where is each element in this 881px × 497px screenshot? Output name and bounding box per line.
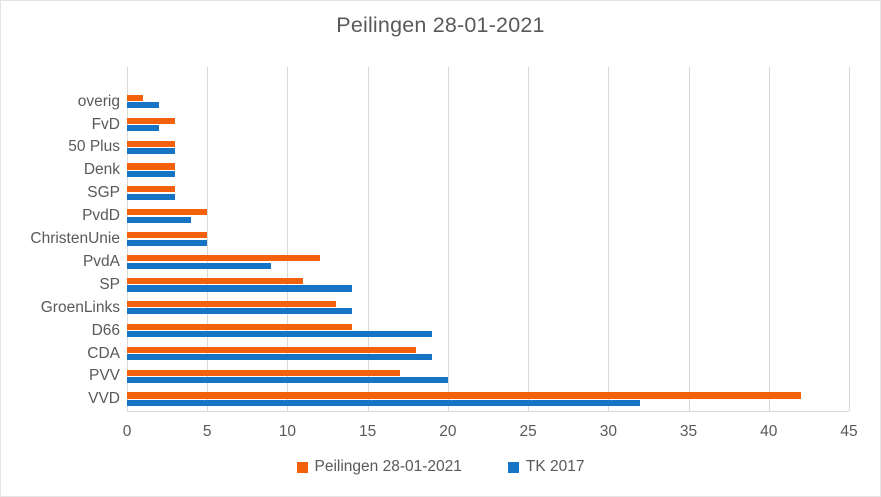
- bar-peilingen: [127, 346, 416, 353]
- bar-tk2017: [127, 239, 208, 246]
- category-label: D66: [91, 321, 120, 339]
- x-tick-label: 0: [122, 423, 132, 440]
- bar-tk2017: [127, 399, 641, 407]
- legend-swatch-peilingen: [296, 461, 308, 473]
- bar-tk2017: [127, 148, 176, 155]
- bar-tk2017: [127, 102, 160, 109]
- bar-peilingen: [127, 117, 176, 124]
- bar-peilingen: [127, 392, 801, 399]
- category-label: 50 Plus: [68, 138, 120, 156]
- legend-swatch-tk2017: [507, 461, 519, 473]
- category-label: Denk: [83, 161, 120, 179]
- gridline: [367, 67, 369, 411]
- bar-tk2017: [127, 216, 192, 223]
- x-tick-label: 5: [202, 423, 212, 440]
- category-label: CDA: [87, 344, 120, 362]
- x-tick-label: 20: [439, 423, 457, 440]
- bar-tk2017: [127, 170, 176, 178]
- bar-tk2017: [127, 354, 432, 361]
- bar-tk2017: [127, 377, 448, 384]
- bar-tk2017: [127, 193, 176, 200]
- category-label: GroenLinks: [40, 298, 120, 316]
- gridline: [447, 67, 449, 411]
- category-label: PvdA: [82, 252, 120, 270]
- x-tick-label: 25: [519, 423, 537, 440]
- gridline: [768, 67, 770, 411]
- category-label: overig: [77, 92, 120, 110]
- category-label: ChristenUnie: [30, 230, 120, 247]
- bar-peilingen: [127, 140, 176, 147]
- gridline: [608, 67, 610, 411]
- bar-peilingen: [127, 232, 208, 239]
- bar-peilingen: [127, 369, 400, 376]
- x-tick-label: 15: [359, 423, 377, 440]
- category-label: PvdD: [82, 207, 120, 225]
- gridline: [688, 67, 690, 411]
- category-label: SGP: [87, 184, 120, 202]
- x-tick-label: 10: [278, 423, 297, 440]
- category-label: PVV: [88, 367, 120, 385]
- bar-peilingen: [127, 163, 176, 170]
- gridline: [287, 67, 289, 411]
- bar-peilingen: [127, 323, 352, 330]
- gridline: [528, 67, 530, 411]
- legend-label-peilingen: Peilingen 28-01-2021: [314, 458, 462, 475]
- gridline: [207, 67, 209, 411]
- bar-peilingen: [127, 94, 144, 101]
- legend: Peilingen 28-01-2021 TK 2017: [0, 458, 881, 476]
- bar-peilingen: [127, 277, 304, 285]
- bar-peilingen: [127, 300, 336, 307]
- bar-tk2017: [127, 125, 160, 132]
- gridline: [127, 67, 128, 411]
- category-label: FvD: [91, 115, 120, 133]
- chart-title: Peilingen 28-01-2021: [336, 13, 545, 37]
- x-tick-label: 45: [840, 423, 858, 440]
- bar-peilingen: [127, 186, 176, 193]
- category-label: SP: [99, 275, 120, 293]
- legend-item-peilingen: Peilingen 28-01-2021: [296, 458, 462, 476]
- x-tick-label: 30: [599, 423, 617, 440]
- gridline: [849, 67, 850, 411]
- bar-peilingen: [127, 209, 208, 216]
- bar-tk2017: [127, 308, 352, 315]
- legend-label-tk2017: TK 2017: [525, 458, 585, 475]
- bar-tk2017: [127, 285, 352, 292]
- x-tick-label: 40: [760, 423, 778, 440]
- bar-tk2017: [127, 331, 432, 338]
- legend-item-tk2017: TK 2017: [507, 458, 585, 476]
- x-tick-label: 35: [679, 423, 698, 440]
- category-label: VVD: [88, 390, 120, 408]
- bar-peilingen: [127, 255, 320, 262]
- bar-tk2017: [127, 262, 272, 269]
- plot-area: [127, 67, 850, 412]
